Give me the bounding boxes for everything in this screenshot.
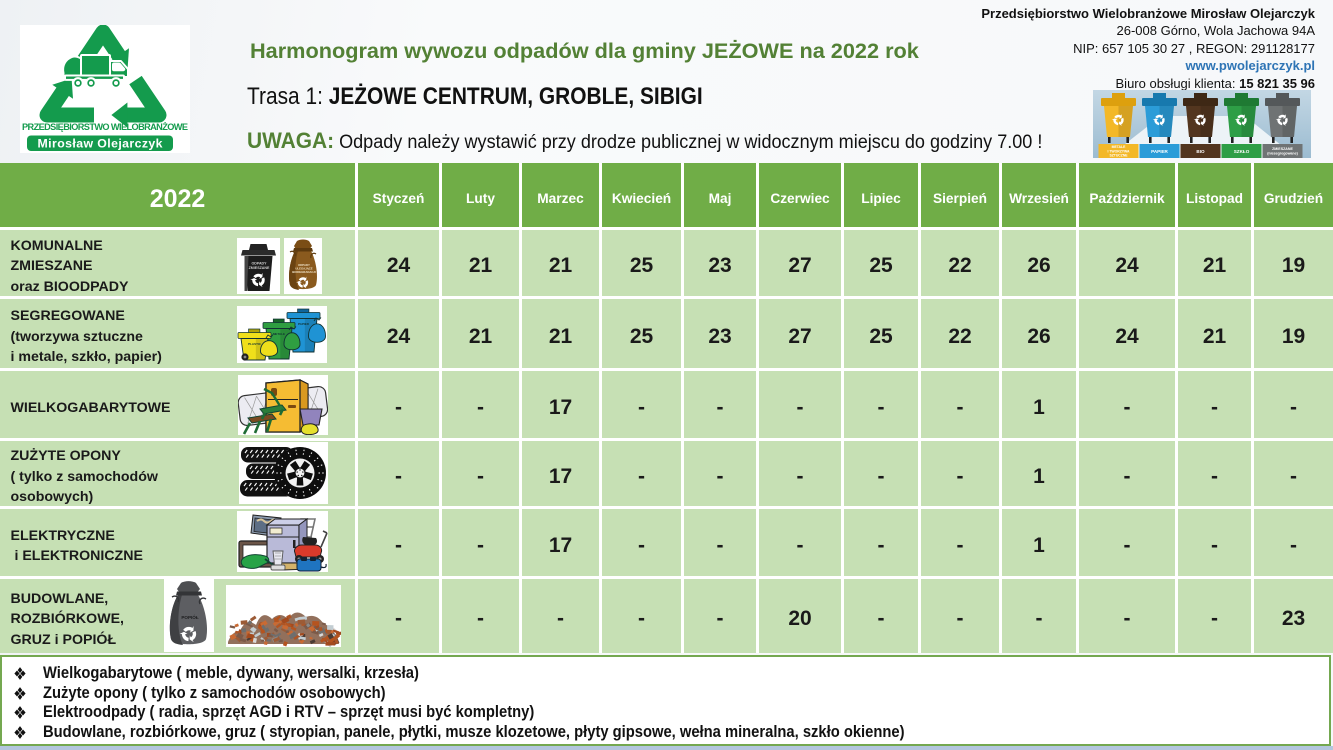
- svg-text:Mirosław Olejarczyk: Mirosław Olejarczyk: [38, 137, 163, 151]
- svg-text:POPIÓŁ: POPIÓŁ: [181, 613, 199, 620]
- svg-text:(niesegregowane): (niesegregowane): [1267, 152, 1298, 156]
- svg-text:ZMIESZANE: ZMIESZANE: [1272, 147, 1293, 151]
- svg-text:PAPIER: PAPIER: [298, 322, 310, 326]
- svg-text:ODPADY: ODPADY: [251, 262, 267, 266]
- svg-text:BIODEGRADACJI: BIODEGRADACJI: [292, 270, 316, 274]
- svg-text:SZKŁO: SZKŁO: [1234, 149, 1250, 154]
- svg-text:PAPIER: PAPIER: [1151, 149, 1168, 154]
- svg-text:BIO: BIO: [1196, 149, 1205, 154]
- svg-text:ZMIESZANE: ZMIESZANE: [249, 266, 270, 270]
- svg-text:ODPADY: ODPADY: [298, 263, 310, 267]
- svg-text:ULEGAJĄCE: ULEGAJĄCE: [295, 267, 312, 271]
- svg-text:I TWORZYWA: I TWORZYWA: [1107, 149, 1130, 153]
- svg-text:PLASTIC: PLASTIC: [248, 342, 262, 346]
- svg-text:METALE: METALE: [273, 332, 285, 336]
- svg-text:METALE: METALE: [1112, 145, 1126, 149]
- svg-text:PRZEDSIĘBIORSTWO WIELOBRANŻOWE: PRZEDSIĘBIORSTWO WIELOBRANŻOWE: [22, 122, 188, 132]
- svg-text:SZTUCZNE: SZTUCZNE: [1109, 154, 1128, 158]
